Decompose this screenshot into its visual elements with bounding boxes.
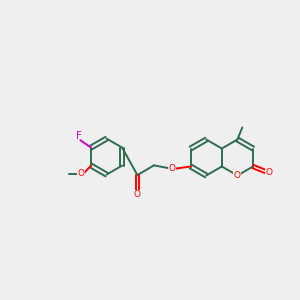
Text: O: O bbox=[77, 169, 85, 178]
Text: O: O bbox=[234, 171, 241, 180]
Text: O: O bbox=[168, 164, 175, 173]
Text: O: O bbox=[266, 168, 272, 177]
Text: O: O bbox=[134, 190, 141, 199]
Text: F: F bbox=[76, 131, 82, 141]
